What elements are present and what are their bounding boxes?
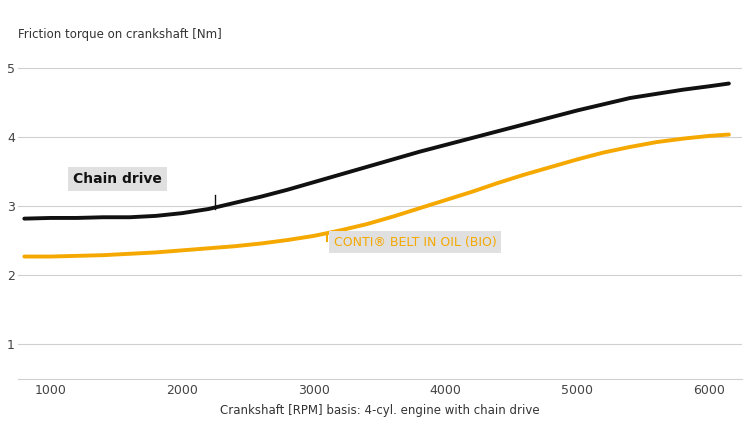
- Text: Friction torque on crankshaft [Nm]: Friction torque on crankshaft [Nm]: [18, 28, 222, 41]
- X-axis label: Crankshaft [RPM] basis: 4-cyl. engine with chain drive: Crankshaft [RPM] basis: 4-cyl. engine wi…: [220, 404, 540, 417]
- Text: CONTI® BELT IN OIL (BIO): CONTI® BELT IN OIL (BIO): [334, 236, 497, 248]
- Text: Chain drive: Chain drive: [73, 172, 162, 186]
